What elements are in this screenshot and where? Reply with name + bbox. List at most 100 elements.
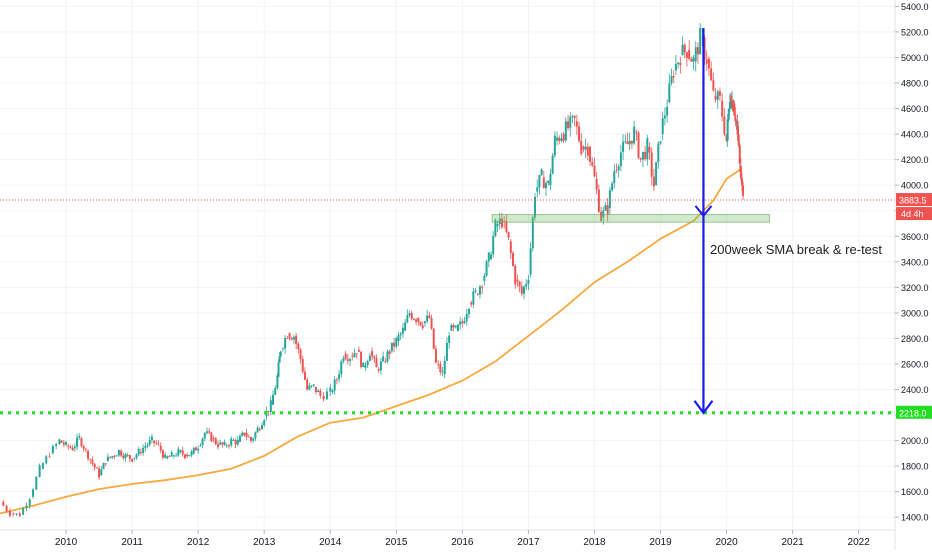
candle-body	[319, 390, 322, 396]
candle-body	[505, 221, 508, 232]
candle-body	[95, 467, 98, 469]
candle-body	[98, 468, 101, 478]
candle-body	[131, 458, 134, 462]
candle-body	[308, 385, 311, 390]
candle-body	[364, 365, 367, 368]
support-zone-rectangle[interactable]	[491, 214, 771, 223]
candle-body	[523, 286, 526, 294]
candle-body	[375, 358, 378, 368]
candle-body	[646, 138, 649, 160]
candle-body	[613, 171, 616, 184]
candle-body	[166, 456, 169, 459]
candle-body	[461, 321, 464, 324]
candle-body	[236, 439, 239, 445]
candle-body	[41, 463, 44, 469]
candle-body	[263, 420, 266, 426]
candle-body	[608, 190, 611, 209]
candle-body	[507, 231, 510, 238]
candle-body	[329, 387, 332, 392]
candle-body	[111, 456, 114, 458]
candle-body	[459, 321, 462, 325]
candle-body	[721, 100, 724, 117]
candle-body	[582, 146, 585, 150]
candle-body	[249, 437, 252, 441]
candle-body	[589, 146, 592, 162]
candle-body	[325, 391, 328, 400]
candle-body	[288, 333, 291, 339]
candle-body	[410, 312, 413, 319]
candle-body	[168, 456, 171, 458]
candle-body	[360, 351, 363, 368]
candle-body	[62, 442, 65, 445]
overlays-layer	[0, 28, 895, 415]
candle-body	[421, 325, 424, 329]
candle-body	[113, 455, 116, 457]
support-level-badge[interactable]	[896, 405, 932, 419]
time-axis[interactable]: 2010 2011 2012 2013 2014 2015 2016 2017 2018 2019…	[55, 530, 870, 548]
candle-body	[317, 390, 320, 393]
candle-body	[584, 146, 587, 150]
x-tick-label: 2015	[385, 537, 408, 548]
candle-body	[602, 210, 605, 218]
candle-body	[230, 438, 233, 446]
candle-body	[205, 431, 208, 433]
candle-body	[390, 342, 393, 352]
candle-body	[188, 455, 191, 457]
candle-body	[481, 286, 484, 288]
candle-body	[635, 131, 638, 133]
candle-body	[179, 450, 182, 453]
candle-body	[685, 52, 688, 59]
candle-body	[216, 444, 219, 448]
candle-body	[637, 132, 640, 158]
candle-body	[514, 265, 517, 285]
candle-body	[379, 361, 382, 371]
candle-body	[45, 456, 48, 464]
candle-body	[157, 443, 160, 445]
x-tick-label: 2021	[781, 537, 804, 548]
candle-body	[106, 456, 109, 462]
candle-body	[727, 108, 730, 120]
x-tick-label: 2016	[451, 537, 474, 548]
candle-body	[8, 511, 11, 516]
candle-body	[677, 62, 680, 65]
candle-body	[492, 235, 495, 255]
candle-body	[551, 155, 554, 174]
candle-body	[595, 178, 598, 190]
last-price-badge[interactable]	[896, 193, 932, 207]
candle-body	[388, 351, 391, 355]
candle-body	[432, 328, 435, 349]
candle-body	[2, 501, 5, 506]
candle-body	[139, 452, 142, 453]
y-tick-label: 2600.0	[901, 359, 929, 369]
y-tick-label: 4000.0	[901, 181, 929, 191]
y-tick-label: 5200.0	[901, 27, 929, 37]
candle-body	[48, 456, 51, 458]
candle-body	[104, 463, 107, 465]
candle-body	[736, 121, 739, 135]
candle-body	[82, 446, 85, 449]
candle-body	[199, 445, 202, 447]
candle-body	[194, 447, 197, 451]
candle-body	[726, 119, 729, 141]
candle-body	[299, 349, 302, 360]
candle-body	[60, 440, 63, 443]
candle-body	[716, 91, 719, 100]
candle-body	[657, 143, 660, 163]
x-tick-label: 2018	[583, 537, 606, 548]
candle-body	[703, 37, 706, 60]
candle-body	[659, 141, 662, 144]
x-tick-label: 2014	[319, 537, 342, 548]
candle-body	[357, 349, 360, 352]
sma-layer	[0, 169, 741, 515]
candle-body	[192, 447, 195, 454]
candle-body	[450, 325, 453, 331]
candle-body	[312, 384, 315, 386]
candle-body	[284, 338, 287, 349]
candle-body	[78, 435, 81, 438]
price-axis[interactable]: 1400.01600.01800.02000.02200.02400.02600…	[895, 2, 932, 523]
candle-body	[639, 157, 642, 160]
candle-body	[314, 386, 317, 393]
candle-body	[692, 57, 695, 62]
candle-body	[498, 218, 501, 225]
